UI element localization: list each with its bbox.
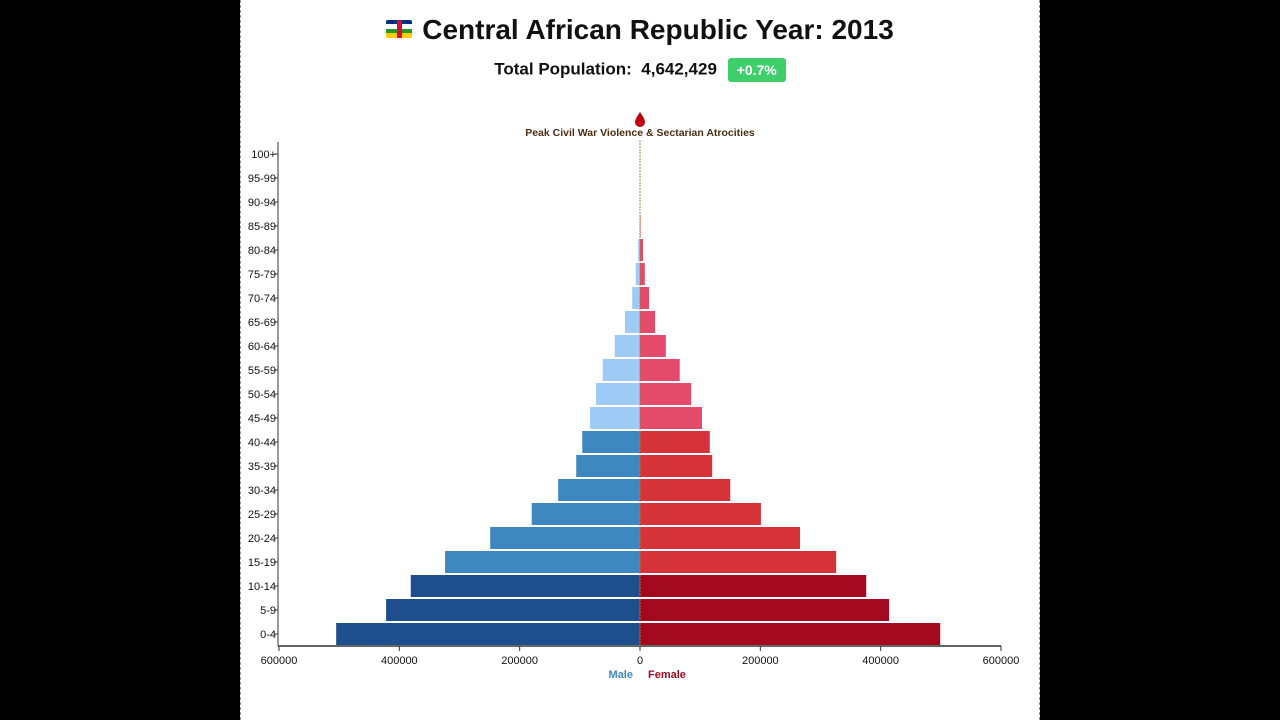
bar-female-15-19 [640,551,837,573]
x-tick-label: 200000 [501,655,538,667]
bar-male-75-79 [635,263,640,285]
bar-female-75-79 [640,263,645,285]
bar-female-45-49 [640,407,702,429]
y-tick-label: 85-89 [248,221,276,233]
y-tick-label: 0-4 [260,629,276,641]
total-label: Total Population: [494,59,632,79]
bar-female-10-14 [640,575,867,597]
y-tick-label: 55-59 [248,365,276,377]
bar-female-25-29 [640,503,761,525]
bar-male-35-39 [576,455,640,477]
change-badge: +0.7% [727,58,786,82]
flag-icon [386,19,413,38]
y-tick-label: 35-39 [248,461,276,473]
x-tick-label: 600000 [261,655,298,667]
y-tick-label: 75-79 [248,269,276,281]
bar-female-40-44 [640,431,710,453]
bar-male-80-84 [638,239,640,261]
y-tick-label: 65-69 [248,317,276,329]
bar-female-60-64 [640,335,666,357]
total-value: 4,642,429 [641,59,717,79]
x-tick-label: 400000 [862,655,899,667]
x-tick-label: 400000 [381,655,418,667]
bar-male-5-9 [386,599,640,621]
bar-male-55-59 [602,359,640,381]
bar-male-40-44 [582,431,640,453]
y-tick-label: 40-44 [248,437,276,449]
y-tick-label: 20-24 [248,533,276,545]
bar-male-20-24 [490,527,640,549]
title-text: Central African Republic Year: 2013 [422,14,894,45]
event-annotation: Peak Civil War Violence & Sectarian Atro… [525,127,755,139]
bar-male-15-19 [445,551,640,573]
y-tick-label: 30-34 [248,485,276,497]
y-tick-label: 60-64 [248,341,276,353]
bar-male-60-64 [614,335,640,357]
bar-female-5-9 [640,599,890,621]
bar-female-55-59 [640,359,680,381]
y-tick-label: 50-54 [248,389,276,401]
y-tick-label: 5-9 [260,605,276,617]
y-tick-label: 25-29 [248,509,276,521]
legend-female: Female [648,669,686,681]
bar-male-65-69 [624,311,640,333]
y-tick-label: 100+ [251,149,276,161]
x-tick-label: 0 [637,655,643,667]
x-tick-label: 200000 [742,655,779,667]
y-tick-label: 70-74 [248,293,276,305]
x-tick-label: 600000 [983,655,1020,667]
bar-female-30-34 [640,479,731,501]
total-population: Total Population: 4,642,429 +0.7% [0,58,1280,82]
bar-female-80-84 [640,239,644,261]
bar-male-25-29 [531,503,640,525]
bar-male-50-54 [596,383,640,405]
bar-female-35-39 [640,455,713,477]
page-title: Central African Republic Year: 2013 [0,14,1280,46]
bar-female-20-24 [640,527,801,549]
bar-female-65-69 [640,311,656,333]
bar-male-30-34 [558,479,640,501]
bar-female-50-54 [640,383,692,405]
bar-male-10-14 [410,575,640,597]
bar-female-0-4 [640,623,941,645]
bar-male-45-49 [590,407,640,429]
bar-male-0-4 [336,623,640,645]
bar-female-70-74 [640,287,650,309]
bar-male-70-74 [632,287,640,309]
blood-drop-icon [635,112,645,127]
y-tick-label: 90-94 [248,197,276,209]
y-tick-label: 15-19 [248,557,276,569]
legend-male: Male [609,669,633,681]
y-tick-label: 80-84 [248,245,276,257]
y-tick-label: 10-14 [248,581,276,593]
y-tick-label: 45-49 [248,413,276,425]
y-tick-label: 95-99 [248,173,276,185]
